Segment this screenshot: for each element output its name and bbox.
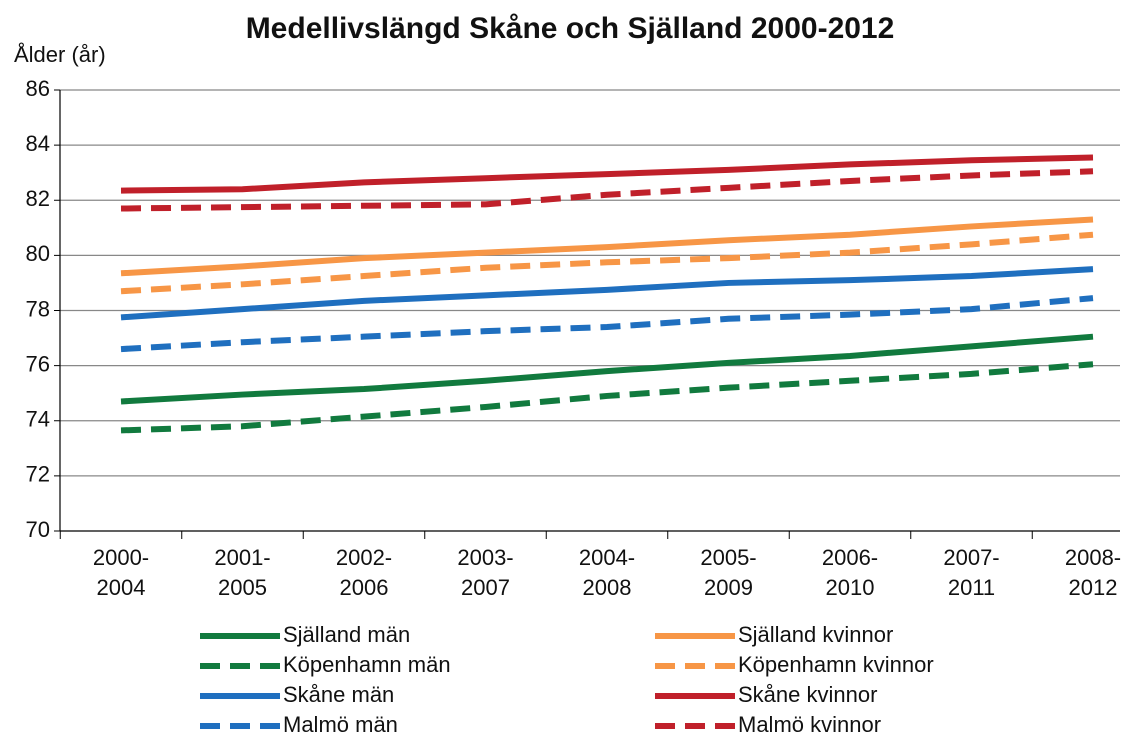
y-tick-label: 74 <box>26 407 50 432</box>
series-line <box>120 168 1094 212</box>
series-line <box>120 231 1094 295</box>
x-tick-label: 2003-2007 <box>457 545 514 600</box>
chart-title: Medellivslängd Skåne och Själland 2000-2… <box>246 12 895 45</box>
y-axis-label: Ålder (år) <box>14 42 106 67</box>
y-tick-label: 86 <box>26 76 50 101</box>
legend-label: Malmö kvinnor <box>738 712 881 737</box>
y-tick-label: 82 <box>26 186 50 211</box>
y-tick-label: 84 <box>26 131 50 156</box>
legend-label: Köpenhamn kvinnor <box>738 652 934 677</box>
legend-label: Köpenhamn män <box>283 652 451 677</box>
legend-label: Själland kvinnor <box>738 622 893 647</box>
series-line <box>120 333 1094 405</box>
legend-label: Själland män <box>283 622 410 647</box>
x-tick-label: 2007-2011 <box>943 545 1000 600</box>
legend-label: Skåne män <box>283 682 394 707</box>
y-tick-label: 72 <box>26 462 50 487</box>
x-tick-label: 2001-2005 <box>214 545 271 600</box>
legend-label: Malmö män <box>283 712 398 737</box>
x-tick-label: 2008-2012 <box>1064 545 1122 600</box>
y-tick-label: 70 <box>26 517 50 542</box>
y-tick-label: 78 <box>26 296 50 321</box>
series-line <box>120 361 1094 434</box>
x-tick-label: 2005-2009 <box>700 545 757 600</box>
series-line <box>120 216 1094 277</box>
y-tick-label: 80 <box>26 241 50 266</box>
x-tick-label: 2006-2010 <box>821 545 879 600</box>
x-tick-label: 2000-2004 <box>92 545 150 600</box>
series-line <box>120 295 1094 353</box>
legend-label: Skåne kvinnor <box>738 682 877 707</box>
y-tick-label: 76 <box>26 351 50 376</box>
series-line <box>120 154 1094 194</box>
x-tick-label: 2004-2008 <box>578 545 636 600</box>
series-line <box>120 266 1094 321</box>
x-tick-label: 2002-2006 <box>335 545 393 600</box>
